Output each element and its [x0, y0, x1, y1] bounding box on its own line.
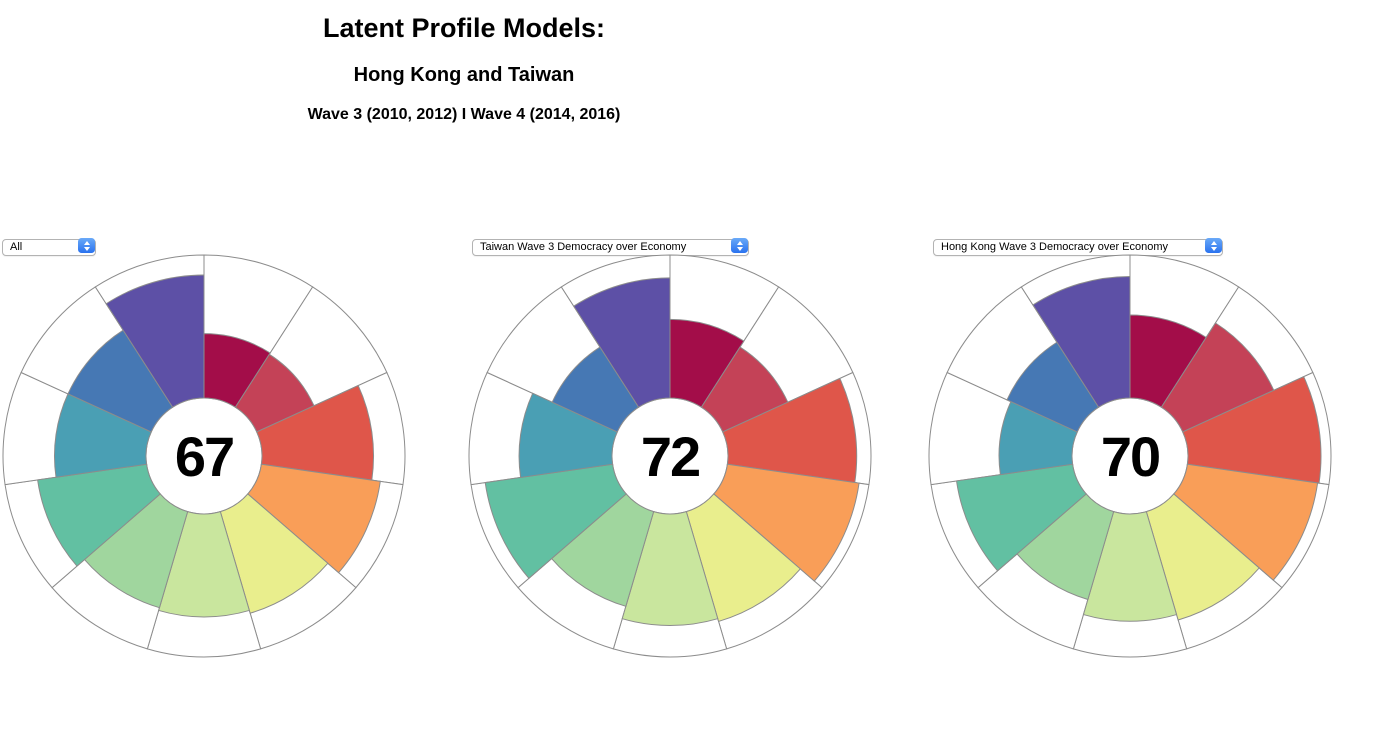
profile-select-1[interactable]: All — [2, 239, 96, 256]
aster-segment[interactable] — [713, 463, 860, 582]
aster-segment[interactable] — [1182, 375, 1322, 484]
aster-segment[interactable] — [1145, 493, 1260, 621]
aster-segment[interactable] — [1082, 511, 1178, 622]
aster-segment[interactable] — [573, 277, 671, 408]
aster-plot-svg: 67 — [2, 254, 406, 658]
aster-chart-3: 70 — [915, 241, 1345, 671]
profile-select-3[interactable]: Hong Kong Wave 3 Democracy over Economy — [933, 239, 1223, 256]
profile-select-2[interactable]: Taiwan Wave 3 Democracy over Economy — [472, 239, 749, 256]
aster-segment[interactable] — [484, 463, 627, 579]
aster-segment[interactable] — [203, 333, 271, 408]
wave-caption: Wave 3 (2010, 2012) I Wave 4 (2014, 2016… — [307, 106, 621, 123]
aster-segment[interactable] — [219, 493, 329, 614]
aster-segment[interactable] — [1173, 463, 1319, 581]
aster-plot-svg: 70 — [928, 254, 1332, 658]
aster-segment[interactable] — [247, 463, 381, 574]
aster-segment[interactable] — [685, 493, 801, 623]
page-subtitle: Hong Kong and Taiwan — [353, 64, 575, 86]
aster-chart-1: 67 — [0, 241, 419, 671]
aster-segment[interactable] — [1032, 275, 1131, 408]
aster-chart-2: 72 — [455, 241, 885, 671]
aster-segment[interactable] — [158, 511, 250, 618]
aster-segment[interactable] — [37, 463, 161, 567]
aster-center-score: 67 — [175, 425, 233, 488]
page-title: Latent Profile Models: — [322, 13, 606, 43]
aster-center-score: 70 — [1101, 425, 1159, 488]
aster-segment[interactable] — [669, 318, 745, 408]
aster-segment[interactable] — [518, 392, 618, 479]
aster-center-score: 72 — [641, 425, 699, 488]
aster-segment[interactable] — [955, 463, 1087, 572]
aster-plot-svg: 72 — [468, 254, 872, 658]
aster-segment[interactable] — [105, 274, 205, 408]
aster-segment[interactable] — [621, 511, 719, 626]
chart-selector-wrap-3: Hong Kong Wave 3 Democracy over Economy — [933, 237, 1223, 256]
